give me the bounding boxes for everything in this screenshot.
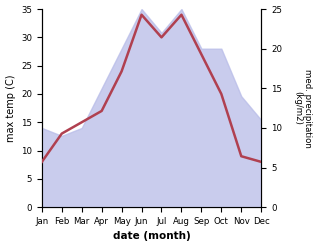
Y-axis label: max temp (C): max temp (C) (5, 74, 16, 142)
X-axis label: date (month): date (month) (113, 231, 190, 242)
Y-axis label: med. precipitation
(kg/m2): med. precipitation (kg/m2) (293, 69, 313, 147)
